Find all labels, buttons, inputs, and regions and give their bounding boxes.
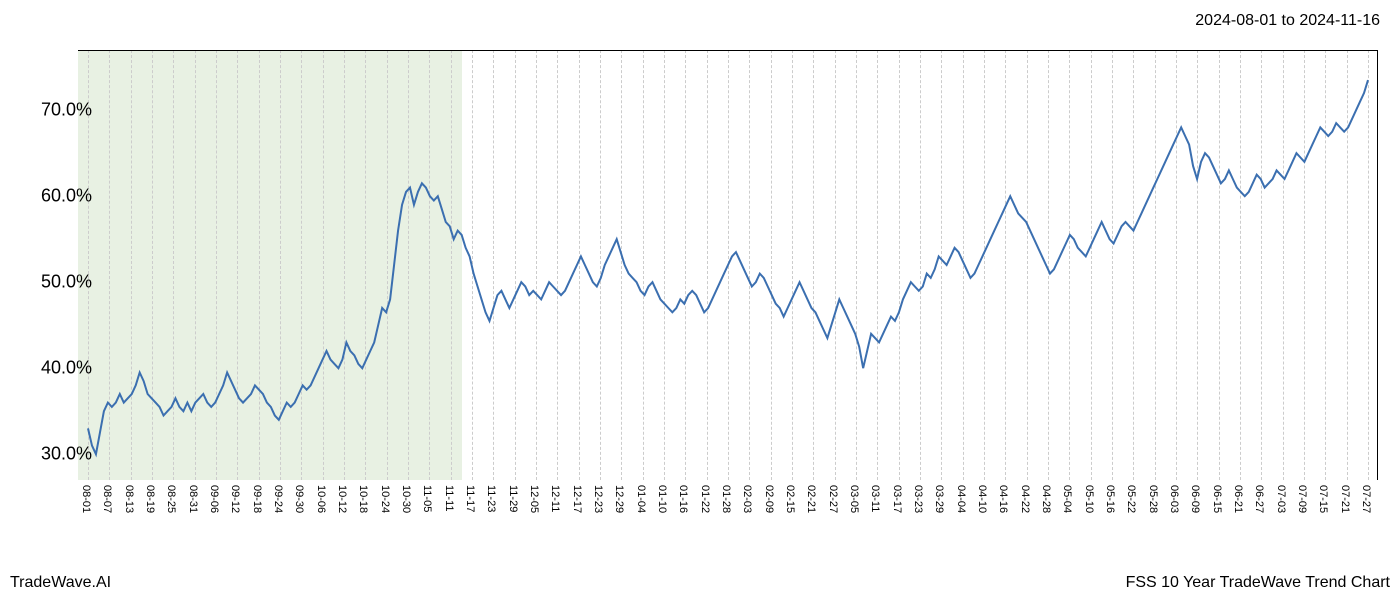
x-tick-label: 12-17 — [571, 485, 583, 513]
x-tick-label: 12-05 — [528, 485, 540, 513]
x-tick-label: 03-23 — [912, 485, 924, 513]
y-tick-label: 60.0% — [22, 186, 92, 207]
x-tick-label: 02-21 — [805, 485, 817, 513]
x-tick-label: 11-29 — [507, 485, 519, 512]
brand-label: TradeWave.AI — [10, 574, 111, 592]
x-tick-label: 04-16 — [997, 485, 1009, 513]
x-tick-label: 01-04 — [635, 485, 647, 513]
x-tick-label: 11-05 — [421, 485, 433, 512]
y-tick-label: 50.0% — [22, 272, 92, 293]
x-tick-label: 01-10 — [656, 485, 668, 513]
x-tick-label: 06-27 — [1253, 485, 1265, 513]
x-tick-label: 12-11 — [549, 485, 561, 512]
x-tick-label: 11-23 — [485, 485, 497, 512]
x-tick-label: 09-24 — [272, 485, 284, 513]
x-tick-label: 11-17 — [464, 485, 476, 512]
x-tick-label: 06-15 — [1211, 485, 1223, 513]
x-tick-label: 06-03 — [1168, 485, 1180, 513]
x-tick-label: 05-22 — [1125, 485, 1137, 513]
x-tick-label: 08-01 — [80, 485, 92, 513]
x-tick-label: 01-16 — [677, 485, 689, 513]
x-tick-label: 12-23 — [592, 485, 604, 513]
x-tick-label: 06-21 — [1232, 485, 1244, 513]
x-tick-label: 08-25 — [165, 485, 177, 513]
x-tick-label: 08-07 — [101, 485, 113, 513]
x-tick-label: 05-10 — [1083, 485, 1095, 513]
x-tick-label: 07-15 — [1317, 485, 1329, 513]
x-tick-label: 10-30 — [400, 485, 412, 513]
x-tick-label: 04-04 — [955, 485, 967, 513]
x-tick-label: 08-31 — [187, 485, 199, 513]
x-tick-label: 03-05 — [848, 485, 860, 513]
x-tick-label: 09-18 — [251, 485, 263, 513]
x-tick-label: 02-27 — [827, 485, 839, 513]
y-tick-label: 40.0% — [22, 358, 92, 379]
x-tick-label: 11-11 — [443, 485, 455, 512]
x-tick-label: 10-18 — [357, 485, 369, 513]
x-tick-label: 09-30 — [293, 485, 305, 513]
x-tick-label: 08-19 — [144, 485, 156, 513]
x-tick-label: 09-06 — [208, 485, 220, 513]
x-tick-label: 01-28 — [720, 485, 732, 513]
x-tick-label: 05-04 — [1061, 485, 1073, 513]
x-tick-label: 12-29 — [613, 485, 625, 513]
x-tick-label: 03-17 — [891, 485, 903, 513]
x-tick-label: 03-11 — [869, 485, 881, 512]
x-tick-label: 10-12 — [336, 485, 348, 513]
x-tick-label: 03-29 — [933, 485, 945, 513]
x-tick-label: 09-12 — [229, 485, 241, 513]
x-tick-label: 07-21 — [1339, 485, 1351, 513]
x-tick-label: 07-09 — [1296, 485, 1308, 513]
x-tick-label: 05-28 — [1147, 485, 1159, 513]
x-axis-ticks: 08-01 08-07 08-13 08-19 08-25 08-31 09-06 09-12… — [78, 485, 1378, 565]
x-tick-label: 08-13 — [123, 485, 135, 513]
x-tick-label: 01-22 — [699, 485, 711, 513]
x-tick-label: 04-10 — [976, 485, 988, 513]
chart-plot-area — [78, 50, 1378, 480]
date-range-label: 2024-08-01 to 2024-11-16 — [1195, 12, 1380, 30]
y-tick-label: 70.0% — [22, 100, 92, 121]
x-tick-label: 04-28 — [1040, 485, 1052, 513]
x-tick-label: 02-03 — [741, 485, 753, 513]
x-tick-label: 10-06 — [315, 485, 327, 513]
x-tick-label: 05-16 — [1104, 485, 1116, 513]
x-tick-label: 10-24 — [379, 485, 391, 513]
x-tick-label: 07-27 — [1360, 485, 1372, 513]
x-tick-label: 04-22 — [1019, 485, 1031, 513]
x-tick-label: 06-09 — [1189, 485, 1201, 513]
y-tick-label: 30.0% — [22, 444, 92, 465]
x-tick-label: 07-03 — [1275, 485, 1287, 513]
plot-border — [78, 50, 1378, 480]
chart-title: FSS 10 Year TradeWave Trend Chart — [1126, 574, 1390, 592]
x-tick-label: 02-09 — [763, 485, 775, 513]
x-tick-label: 02-15 — [784, 485, 796, 513]
